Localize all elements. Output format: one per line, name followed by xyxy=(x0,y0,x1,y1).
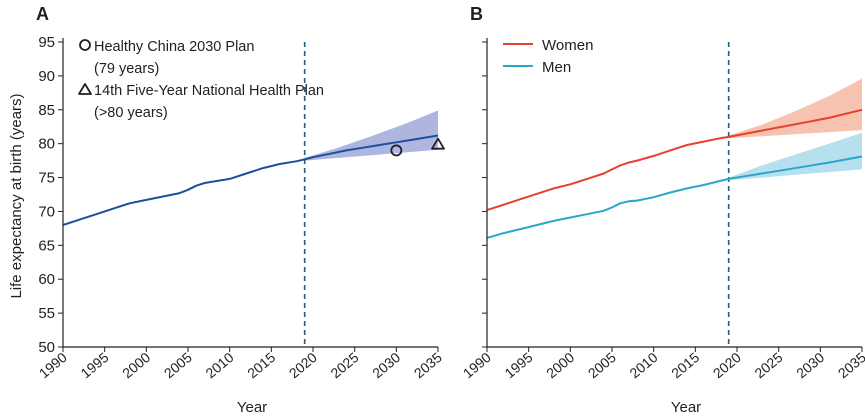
x-tick-label: 1990 xyxy=(460,349,494,381)
series-line-total xyxy=(62,134,439,226)
y-tick-label: 70 xyxy=(38,203,55,220)
x-tick-label: 2000 xyxy=(543,349,577,381)
y-axis-label: Life expectancy at birth (years) xyxy=(8,93,25,298)
target-sublabel-five-year-plan: (>80 years) xyxy=(94,105,168,121)
y-tick-label: 55 xyxy=(38,305,55,322)
y-tick-label: 60 xyxy=(38,271,55,288)
y-tick-label: 65 xyxy=(38,237,55,254)
y-tick-label: 50 xyxy=(38,339,55,356)
x-axis-label-b: Year xyxy=(671,399,701,416)
x-tick-label: 2035 xyxy=(411,349,445,381)
x-tick-label: 2030 xyxy=(369,349,403,381)
target-sublabel-healthy-china: (79 years) xyxy=(94,61,159,77)
x-tick-labels-a: 1990 1995 2000 2005 2010 2015 2020 2025 2030 2035 xyxy=(36,349,445,381)
x-axis-label-a: Year xyxy=(237,399,267,416)
panel-label-b: B xyxy=(470,4,483,24)
y-tick-label: 85 xyxy=(38,102,55,119)
x-tick-label: 2015 xyxy=(668,349,702,381)
plot-area-b xyxy=(482,38,863,352)
x-tick-label: 2020 xyxy=(710,349,744,381)
legend-label-women: Women xyxy=(542,37,593,54)
x-tick-label: 2035 xyxy=(835,349,865,381)
uncertainty-band-men xyxy=(728,132,862,181)
target-label-healthy-china: Healthy China 2030 Plan xyxy=(94,39,254,55)
y-tick-label: 80 xyxy=(38,136,55,153)
x-tick-label: 2030 xyxy=(793,349,827,381)
x-tick-label: 1995 xyxy=(77,349,111,381)
x-tick-label: 2000 xyxy=(119,349,153,381)
uncertainty-band-women xyxy=(728,78,862,139)
x-tick-label: 2010 xyxy=(202,349,236,381)
y-tick-label: 75 xyxy=(38,170,55,187)
y-tick-label: 95 xyxy=(38,34,55,51)
y-tick-labels-a: 50 55 60 65 70 75 80 85 90 95 xyxy=(38,34,55,356)
target-marker-circle xyxy=(390,144,403,157)
x-tick-label: 2025 xyxy=(327,349,361,381)
y-tick-label: 90 xyxy=(38,68,55,85)
x-tick-label: 2025 xyxy=(751,349,785,381)
panel-label-a: A xyxy=(36,4,49,24)
target-label-five-year-plan: 14th Five-Year National Health Plan xyxy=(94,83,324,99)
x-tick-label: 1995 xyxy=(501,349,535,381)
target-legend: Healthy China 2030 Plan (79 years) 14th … xyxy=(78,39,324,121)
uncertainty-band-total xyxy=(304,110,438,161)
legend-b: Women Men xyxy=(503,37,593,76)
triangle-marker-key xyxy=(78,83,92,95)
legend-label-men: Men xyxy=(542,59,571,76)
x-tick-label: 2005 xyxy=(161,349,195,381)
panel-a: A Life expectancy at birth (years) Year … xyxy=(8,4,445,416)
circle-marker-key xyxy=(79,39,91,51)
panel-b: B Year 1990 1995 2000 2005 2010 2015 2020 2025 2… xyxy=(460,4,865,416)
x-tick-label: 2020 xyxy=(286,349,320,381)
plot-area-a xyxy=(58,38,445,352)
series-line-men xyxy=(486,155,863,239)
x-tick-label: 2005 xyxy=(585,349,619,381)
x-tick-label: 2010 xyxy=(626,349,660,381)
series-line-women xyxy=(486,108,863,212)
target-marker-triangle xyxy=(431,137,445,150)
x-tick-labels-b: 1990 1995 2000 2005 2010 2015 2020 2025 2030 2035 xyxy=(460,349,865,381)
x-tick-label: 2015 xyxy=(244,349,278,381)
